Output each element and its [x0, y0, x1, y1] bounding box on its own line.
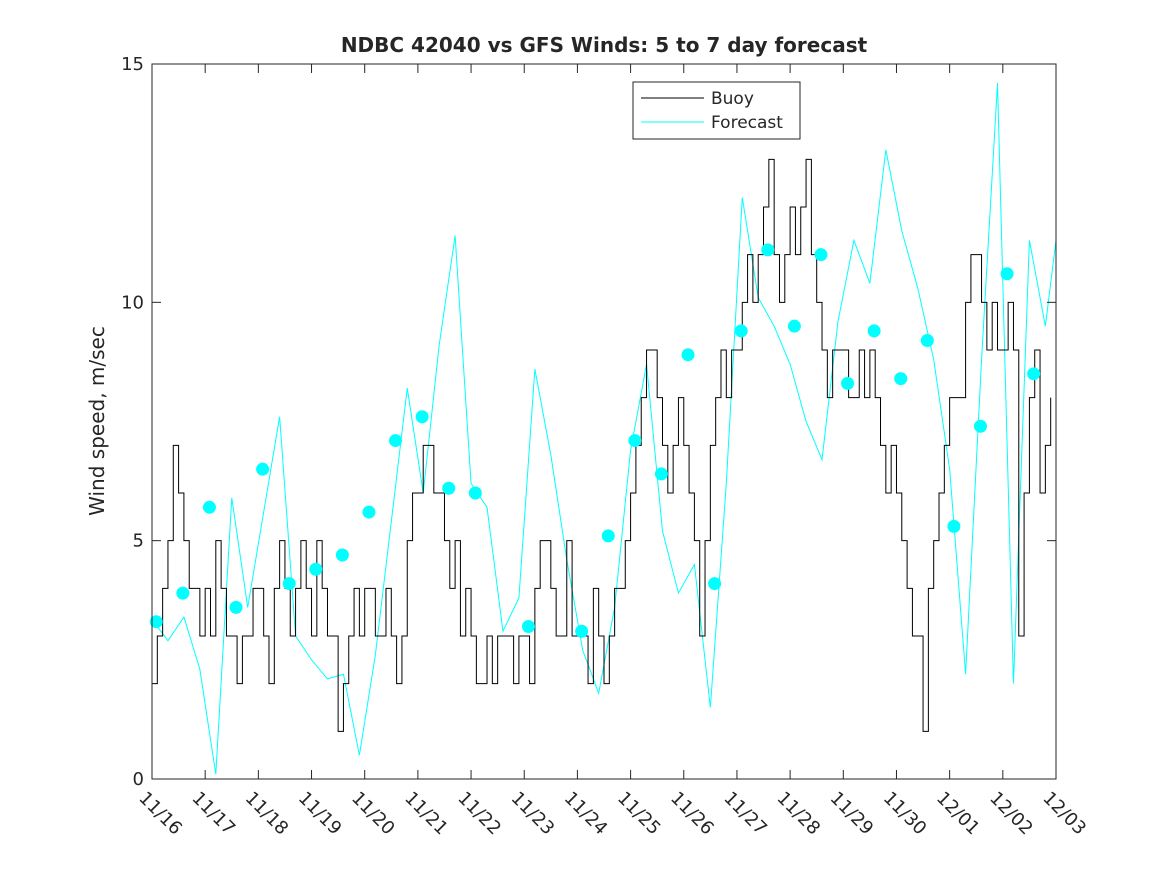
series-line-forecast	[156, 83, 1057, 775]
forecast-marker-14	[575, 624, 589, 638]
forecast-marker-6	[309, 562, 323, 576]
y-axis-label: Wind speed, m/sec	[85, 326, 109, 516]
forecast-marker-29	[973, 419, 987, 433]
forecast-marker-3	[229, 600, 243, 614]
y-tick-label-1: 5	[133, 531, 144, 552]
forecast-marker-5	[282, 577, 296, 591]
legend-box	[632, 81, 801, 140]
legend-forecast-label: Forecast	[711, 113, 783, 133]
y-tick-label-3: 15	[121, 54, 144, 75]
forecast-marker-31	[1027, 367, 1041, 381]
forecast-marker-24	[841, 376, 855, 390]
forecast-marker-4	[256, 462, 270, 476]
y-tick-label-0: 0	[133, 769, 144, 790]
legend: Buoy Forecast	[632, 81, 801, 140]
forecast-marker-2	[202, 500, 216, 514]
forecast-marker-30	[1000, 267, 1014, 281]
y-tick-label-2: 10	[121, 292, 144, 313]
forecast-marker-23	[814, 248, 828, 262]
forecast-marker-21	[761, 243, 775, 257]
forecast-marker-10	[415, 410, 429, 424]
chart-title: NDBC 42040 vs GFS Winds: 5 to 7 day fore…	[341, 33, 868, 57]
forecast-marker-8	[362, 505, 376, 519]
forecast-marker-1	[176, 586, 190, 600]
forecast-marker-16	[628, 434, 642, 448]
axes-box	[151, 63, 1057, 780]
forecast-marker-28	[947, 519, 961, 533]
forecast-marker-25	[867, 324, 881, 338]
forecast-marker-17	[654, 467, 668, 481]
series-line-buoy	[152, 158, 1052, 732]
forecast-marker-13	[521, 619, 535, 633]
forecast-marker-11	[442, 481, 456, 495]
forecast-marker-0	[149, 615, 163, 629]
forecast-marker-22	[787, 319, 801, 333]
forecast-marker-12	[468, 486, 482, 500]
series-layer	[152, 83, 1057, 775]
forecast-marker-26	[894, 372, 908, 386]
forecast-marker-7	[335, 548, 349, 562]
legend-buoy-label: Buoy	[711, 89, 754, 109]
forecast-marker-20	[734, 324, 748, 338]
forecast-marker-15	[601, 529, 615, 543]
marker-layer	[149, 243, 1041, 638]
forecast-marker-18	[681, 348, 695, 362]
forecast-marker-19	[708, 577, 722, 591]
forecast-marker-9	[389, 434, 403, 448]
forecast-marker-27	[920, 333, 934, 347]
